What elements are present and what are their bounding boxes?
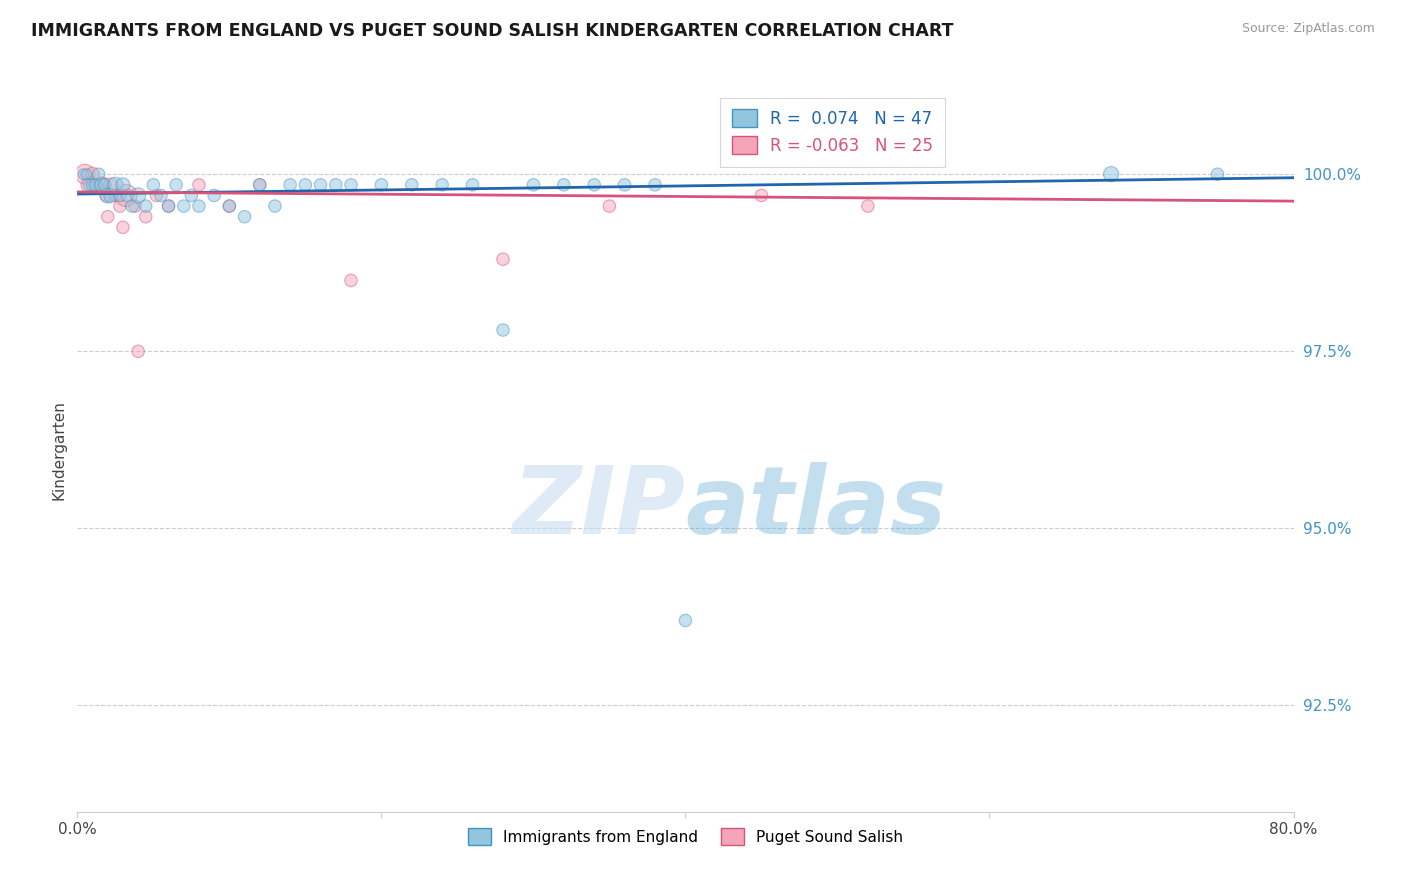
Point (100, 188, 122, 202)
Point (278, 178, 301, 192)
Point (309, 178, 332, 192)
Point (188, 178, 211, 192)
Point (145, 188, 167, 202)
Point (104, 178, 127, 192)
Point (492, 323, 515, 337)
Text: IMMIGRANTS FROM ENGLAND VS PUGET SOUND SALISH KINDERGARTEN CORRELATION CHART: IMMIGRANTS FROM ENGLAND VS PUGET SOUND S… (31, 22, 953, 40)
Point (142, 178, 165, 192)
Point (856, 199, 879, 213)
Point (100, 178, 122, 192)
Point (111, 178, 134, 192)
Point (121, 199, 143, 213)
Point (117, 188, 139, 202)
Legend: Immigrants from England, Puget Sound Salish: Immigrants from England, Puget Sound Sal… (461, 822, 910, 851)
Point (157, 199, 180, 213)
Point (233, 210, 256, 224)
Point (430, 178, 453, 192)
Point (111, 220, 134, 235)
Y-axis label: Kindergarten: Kindergarten (51, 401, 66, 500)
Point (522, 178, 544, 192)
Point (115, 188, 138, 202)
Point (165, 178, 187, 192)
Point (751, 188, 773, 202)
Point (127, 188, 149, 202)
Point (218, 199, 240, 213)
Point (598, 199, 620, 213)
Point (583, 178, 606, 192)
Text: ZIP: ZIP (513, 462, 686, 554)
Point (96, 188, 118, 202)
Point (79, 178, 101, 192)
Point (370, 178, 392, 192)
Point (157, 199, 180, 213)
Text: atlas: atlas (686, 462, 946, 554)
Point (82, 178, 104, 192)
Point (188, 199, 211, 213)
Point (124, 199, 146, 213)
Point (675, 614, 697, 628)
Point (1206, 167, 1229, 181)
Point (149, 188, 172, 202)
Point (135, 210, 157, 224)
Point (90, 178, 112, 192)
Point (340, 178, 363, 192)
Point (461, 178, 484, 192)
Point (173, 199, 195, 213)
Point (90, 178, 112, 192)
Point (82, 167, 104, 181)
Point (644, 178, 666, 192)
Point (249, 178, 271, 192)
Point (87, 167, 110, 181)
Point (97, 188, 120, 202)
Point (202, 188, 225, 202)
Point (325, 178, 347, 192)
Point (553, 178, 575, 192)
Point (93, 178, 115, 192)
Point (294, 178, 316, 192)
Point (75, 167, 97, 181)
Point (97, 210, 120, 224)
Point (1099, 167, 1122, 181)
Point (79, 178, 101, 192)
Text: Source: ZipAtlas.com: Source: ZipAtlas.com (1241, 22, 1375, 36)
Point (492, 252, 515, 267)
Point (72, 167, 94, 181)
Point (249, 178, 271, 192)
Point (86, 178, 108, 192)
Point (135, 199, 157, 213)
Point (84, 178, 107, 192)
Point (340, 273, 363, 287)
Point (613, 178, 636, 192)
Point (401, 178, 423, 192)
Point (108, 188, 131, 202)
Point (104, 188, 127, 202)
Point (127, 344, 149, 359)
Point (73, 167, 96, 181)
Point (264, 199, 287, 213)
Point (180, 188, 202, 202)
Point (218, 199, 240, 213)
Point (108, 199, 131, 213)
